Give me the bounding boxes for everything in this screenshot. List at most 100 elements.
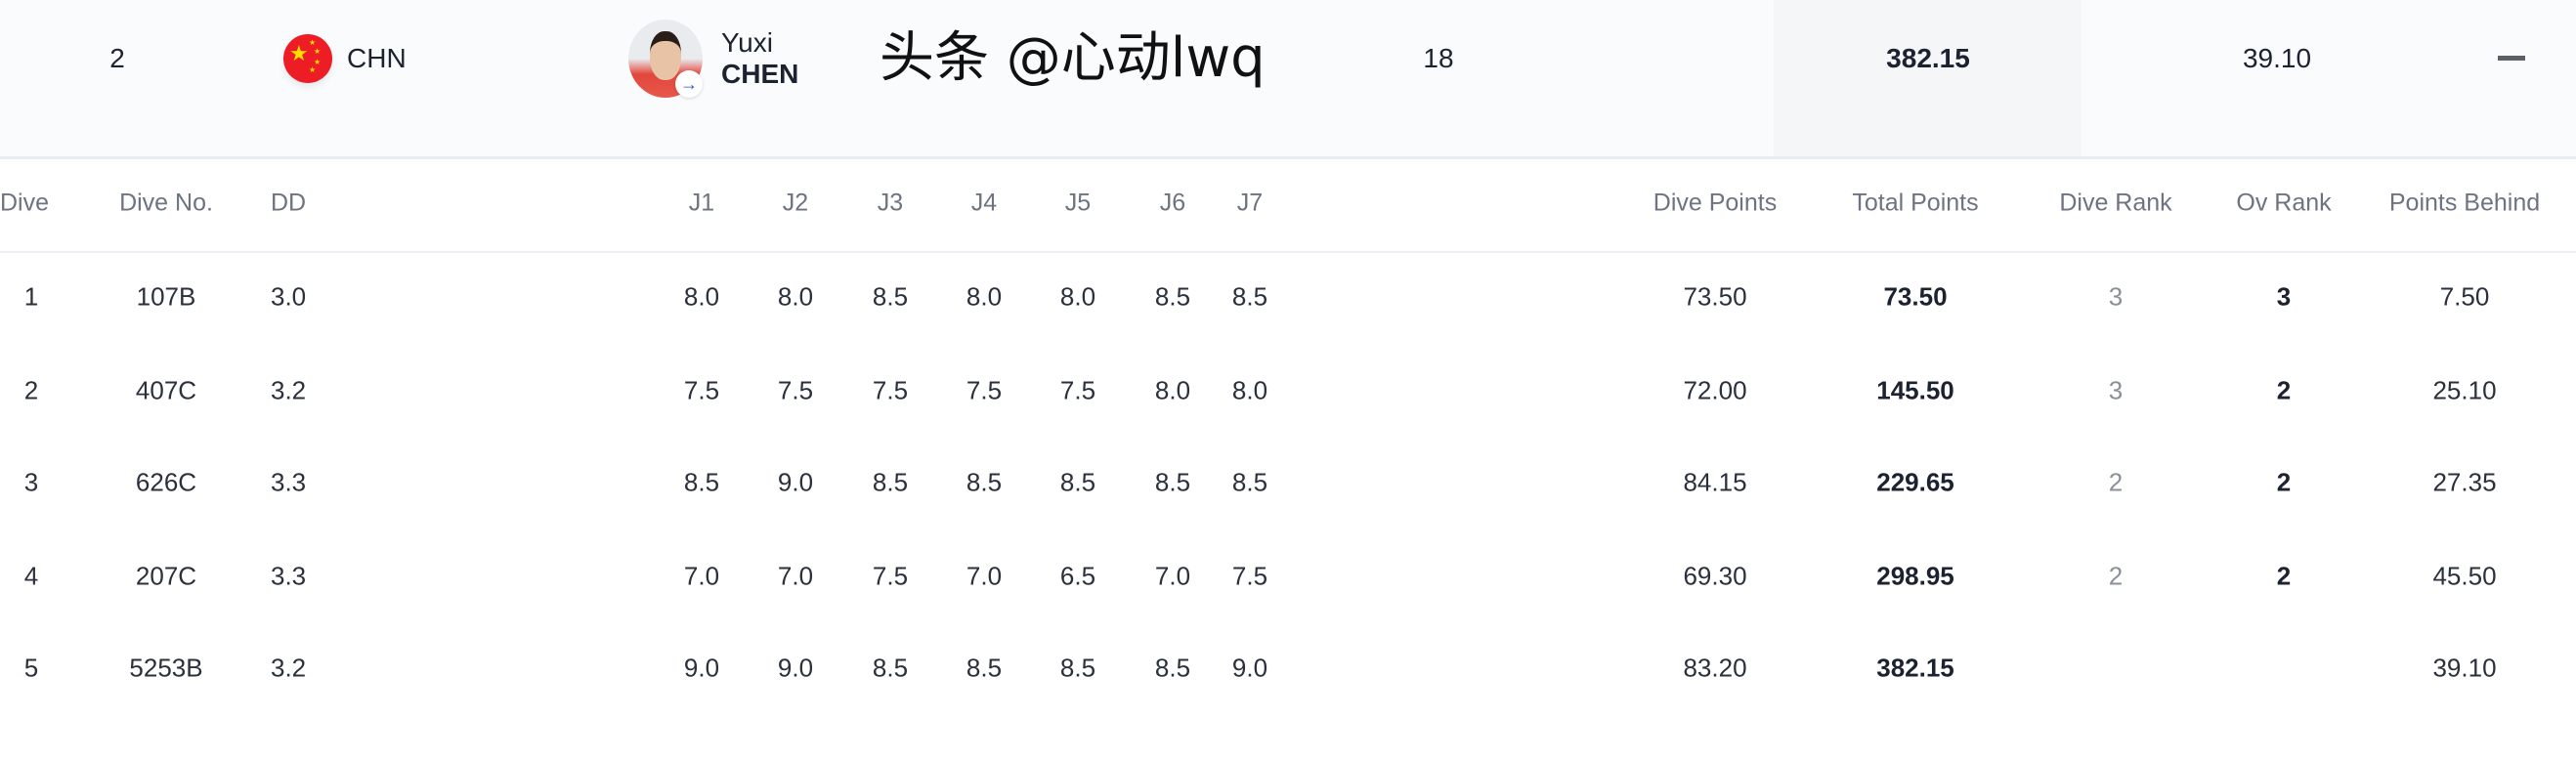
col-j4: J4 bbox=[970, 189, 998, 217]
dive-points: 83.20 bbox=[1683, 653, 1747, 683]
col-dive: Dive bbox=[0, 189, 50, 217]
degree-of-difficulty: 3.0 bbox=[271, 281, 307, 312]
judge-score-j3: 8.5 bbox=[872, 281, 909, 312]
judge-score-j2: 7.0 bbox=[777, 561, 814, 591]
dive-rank: 2 bbox=[2108, 561, 2124, 591]
judge-score-j1: 8.5 bbox=[683, 467, 720, 497]
judge-score-j4: 8.5 bbox=[966, 467, 1003, 497]
overall-rank: 2 bbox=[2276, 467, 2292, 497]
degree-of-difficulty: 3.2 bbox=[271, 653, 307, 683]
athlete-points-behind: 39.10 bbox=[2242, 43, 2312, 73]
points-behind: 45.50 bbox=[2432, 561, 2497, 591]
dive-code: 207C bbox=[135, 561, 197, 591]
total-points: 382.15 bbox=[1876, 653, 1954, 683]
athlete-age: 18 bbox=[1423, 43, 1454, 73]
judge-score-j3: 8.5 bbox=[872, 467, 909, 497]
china-flag-icon: ★ ★ ★ ★ ★ bbox=[283, 34, 332, 83]
judge-score-j3: 8.5 bbox=[872, 653, 909, 683]
judge-score-j6: 8.0 bbox=[1154, 375, 1191, 405]
col-j2: J2 bbox=[782, 189, 809, 217]
judge-score-j6: 8.5 bbox=[1154, 653, 1191, 683]
dive-number: 2 bbox=[23, 375, 39, 405]
judge-score-j5: 8.5 bbox=[1059, 467, 1096, 497]
table-row: 2 407C 3.2 7.5 7.5 7.5 7.5 7.5 8.0 8.0 72.00 145.50… bbox=[0, 376, 2576, 484]
judge-score-j7: 8.0 bbox=[1231, 375, 1268, 405]
dive-number: 1 bbox=[23, 281, 39, 312]
dash-icon bbox=[2498, 56, 2525, 61]
dive-rank: 3 bbox=[2108, 375, 2124, 405]
points-behind: 7.50 bbox=[2439, 281, 2490, 312]
judge-score-j2: 7.5 bbox=[777, 375, 814, 405]
judge-score-j7: 8.5 bbox=[1231, 467, 1268, 497]
dive-number: 4 bbox=[23, 561, 39, 591]
judge-score-j3: 7.5 bbox=[872, 375, 909, 405]
col-dive-points: Dive Points bbox=[1653, 189, 1778, 217]
judge-score-j4: 8.5 bbox=[966, 653, 1003, 683]
dive-points: 72.00 bbox=[1683, 375, 1747, 405]
judge-score-j4: 8.0 bbox=[966, 281, 1003, 312]
dive-code: 5253B bbox=[129, 653, 203, 683]
col-dive-rank: Dive Rank bbox=[2059, 189, 2172, 217]
judge-score-j2: 8.0 bbox=[777, 281, 814, 312]
col-j3: J3 bbox=[877, 189, 904, 217]
athlete-total: 382.15 bbox=[1886, 43, 1970, 73]
col-ov-rank: Ov Rank bbox=[2236, 189, 2332, 217]
table-row: 3 626C 3.3 8.5 9.0 8.5 8.5 8.5 8.5 8.5 84.15 229.65… bbox=[0, 468, 2576, 575]
dive-rank: 3 bbox=[2108, 281, 2124, 312]
judge-score-j7: 8.5 bbox=[1231, 281, 1268, 312]
degree-of-difficulty: 3.2 bbox=[271, 375, 307, 405]
judge-score-j2: 9.0 bbox=[777, 467, 814, 497]
judge-score-j6: 8.5 bbox=[1154, 281, 1191, 312]
degree-of-difficulty: 3.3 bbox=[271, 467, 307, 497]
country-code: CHN bbox=[347, 43, 407, 73]
col-points-behind: Points Behind bbox=[2388, 189, 2541, 217]
athlete-summary-row[interactable]: 2 ★ ★ ★ ★ ★ CHN → Yuxi CHEN 头条 @心动lwq 18… bbox=[0, 0, 2576, 159]
judge-score-j4: 7.5 bbox=[966, 375, 1003, 405]
points-behind: 39.10 bbox=[2432, 653, 2497, 683]
total-column-highlight bbox=[1774, 0, 2082, 156]
total-points: 229.65 bbox=[1876, 467, 1954, 497]
judge-score-j6: 7.0 bbox=[1154, 561, 1191, 591]
dive-points: 73.50 bbox=[1683, 281, 1747, 312]
judge-score-j4: 7.0 bbox=[966, 561, 1003, 591]
dive-rank: 2 bbox=[2108, 467, 2124, 497]
table-row: 5 5253B 3.2 9.0 9.0 8.5 8.5 8.5 8.5 9.0 83.20 382.1… bbox=[0, 654, 2576, 761]
total-points: 298.95 bbox=[1876, 561, 1954, 591]
col-j1: J1 bbox=[688, 189, 715, 217]
degree-of-difficulty: 3.3 bbox=[271, 561, 307, 591]
judge-score-j2: 9.0 bbox=[777, 653, 814, 683]
athlete-last-name[interactable]: CHEN bbox=[721, 59, 799, 89]
watermark: 头条 @心动lwq bbox=[880, 26, 1266, 90]
total-points: 73.50 bbox=[1883, 281, 1948, 312]
judge-score-j5: 8.5 bbox=[1059, 653, 1096, 683]
dive-code: 107B bbox=[136, 281, 196, 312]
athlete-avatar[interactable]: → bbox=[628, 20, 703, 98]
judge-score-j1: 8.0 bbox=[683, 281, 720, 312]
col-j7: J7 bbox=[1236, 189, 1264, 217]
dive-points: 84.15 bbox=[1683, 467, 1747, 497]
overall-rank: 3 bbox=[2276, 281, 2292, 312]
judge-score-j5: 7.5 bbox=[1059, 375, 1096, 405]
athlete-photo bbox=[650, 31, 681, 80]
judge-score-j5: 6.5 bbox=[1059, 561, 1096, 591]
points-behind: 25.10 bbox=[2432, 375, 2497, 405]
col-total-points: Total Points bbox=[1852, 189, 1979, 217]
athlete-first-name[interactable]: Yuxi bbox=[721, 27, 773, 58]
judge-score-j7: 9.0 bbox=[1231, 653, 1268, 683]
arrow-right-icon[interactable]: → bbox=[675, 70, 703, 98]
overall-rank: 2 bbox=[2276, 561, 2292, 591]
total-points: 145.50 bbox=[1876, 375, 1954, 405]
col-dive-no: Dive No. bbox=[119, 189, 213, 217]
col-j6: J6 bbox=[1159, 189, 1186, 217]
dive-number: 3 bbox=[23, 467, 39, 497]
dive-points: 69.30 bbox=[1683, 561, 1747, 591]
col-j5: J5 bbox=[1064, 189, 1092, 217]
judge-score-j1: 7.5 bbox=[683, 375, 720, 405]
overall-rank: 2 bbox=[2276, 375, 2292, 405]
judge-score-j1: 9.0 bbox=[683, 653, 720, 683]
dive-code: 626C bbox=[135, 467, 197, 497]
table-row: 4 207C 3.3 7.0 7.0 7.5 7.0 6.5 7.0 7.5 69.30 298.95… bbox=[0, 562, 2576, 669]
col-dd: DD bbox=[271, 189, 307, 217]
points-behind: 27.35 bbox=[2432, 467, 2497, 497]
judge-score-j6: 8.5 bbox=[1154, 467, 1191, 497]
